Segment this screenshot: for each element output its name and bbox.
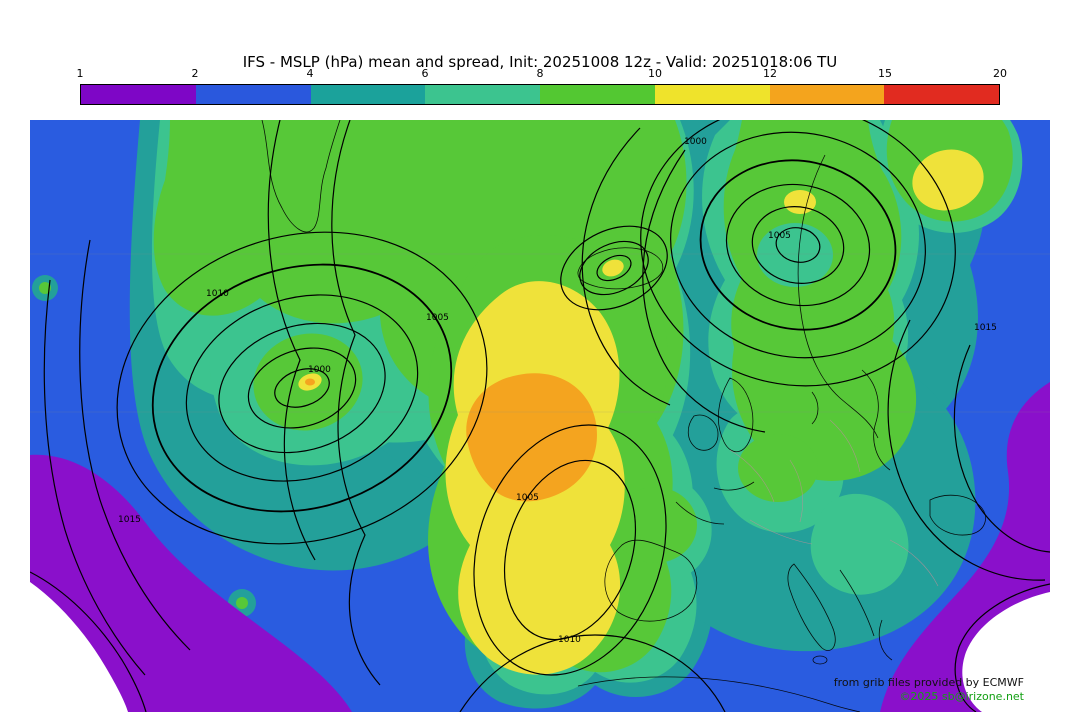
- border-line: [729, 449, 775, 503]
- contour-label: 1005: [768, 231, 791, 241]
- isobar: [642, 149, 766, 433]
- isobar: [151, 263, 453, 513]
- coastline: [675, 501, 725, 525]
- coastline: [839, 569, 875, 637]
- spread-layer-orange: [305, 373, 597, 502]
- coastline: [604, 539, 698, 622]
- spread-region: [30, 582, 128, 712]
- colorbar-segment-1-2: [81, 85, 196, 104]
- coastline: [878, 619, 893, 661]
- isobar: [79, 239, 191, 651]
- border-line: [889, 539, 939, 587]
- contour-label: 1010: [206, 289, 229, 299]
- spread-region: [738, 434, 818, 502]
- spread-spot: [236, 597, 248, 609]
- spread-region: [305, 378, 315, 386]
- graticule: [30, 253, 1050, 413]
- isobar: [459, 634, 726, 712]
- spread-region: [602, 259, 624, 277]
- isobar: [30, 571, 147, 712]
- spread-region: [613, 487, 697, 563]
- map: 1010 1000 1005 1005 1010 1015 1000 1005 1015 fro…: [30, 120, 1050, 712]
- spread-region: [757, 223, 833, 287]
- coastline: [861, 369, 891, 471]
- coastline: [261, 120, 341, 233]
- contour-label: 1015: [118, 515, 141, 525]
- contour-label: 1015: [974, 323, 997, 333]
- coastline: [577, 676, 861, 712]
- credits: from grib files provided by ECMWF ©2025 …: [834, 676, 1024, 704]
- border-line: [829, 419, 861, 473]
- spread-region: [30, 454, 352, 712]
- colorbar-tick: 12: [763, 67, 777, 80]
- isobar: [640, 120, 956, 387]
- coastline: [811, 391, 819, 425]
- colorbar-segment-12-15: [769, 85, 885, 104]
- isobar: [43, 279, 146, 676]
- isobar: [954, 583, 1050, 712]
- isobar: [247, 347, 357, 429]
- isobar: [116, 231, 488, 545]
- isobar: [953, 344, 1050, 553]
- colorbar-ticks: 1 2 4 6 8 10 12 15 20: [76, 67, 1008, 81]
- colorbar-tick: 1: [76, 67, 84, 80]
- isobar: [218, 322, 386, 454]
- border-line: [749, 519, 813, 545]
- coastline: [929, 494, 986, 536]
- coastline: [577, 247, 664, 290]
- spread-region: [466, 373, 597, 502]
- colorbar-tick: 4: [306, 67, 314, 80]
- coastline: [812, 655, 828, 665]
- isobar: [560, 225, 668, 311]
- isobar: [185, 294, 419, 482]
- colorbar-tick: 8: [536, 67, 544, 80]
- spread-region: [912, 149, 984, 211]
- country-borders: [729, 419, 939, 587]
- spread-region: [784, 190, 816, 214]
- isobar: [670, 131, 926, 359]
- colorbar-segment-8-10: [540, 85, 655, 104]
- colorbar-segment-2-4: [195, 85, 311, 104]
- coastline: [687, 414, 719, 451]
- spread-region: [810, 493, 909, 595]
- contour-label: 1000: [308, 365, 331, 375]
- contour-label: 1000: [684, 137, 707, 147]
- spread-region: [962, 592, 1050, 712]
- spread-spot: [39, 282, 51, 294]
- contour-label: 1010: [558, 635, 581, 645]
- coastline: [718, 377, 754, 453]
- spread-layer-white: [30, 582, 1050, 712]
- colorbar-tick: 20: [993, 67, 1007, 80]
- colorbar-segment-15-20: [884, 85, 999, 104]
- isobar: [579, 240, 649, 296]
- colorbar-segment-10-12: [654, 85, 770, 104]
- isobar: [503, 459, 637, 641]
- map-canvas: 1010 1000 1005 1005 1010 1015 1000 1005 1015: [30, 120, 1050, 712]
- contour-labels: 1010 1000 1005 1005 1010 1015 1000 1005 1015: [118, 137, 997, 645]
- isobar: [725, 183, 871, 307]
- colorbar-segment-4-6: [310, 85, 426, 104]
- isobar: [581, 127, 671, 406]
- isobar: [887, 319, 1046, 581]
- coastline: [787, 563, 836, 651]
- isobar: [596, 254, 632, 282]
- colorbar-tick: 6: [421, 67, 429, 80]
- coastlines: [261, 120, 986, 712]
- contour-label: 1005: [426, 313, 449, 323]
- credits-source: from grib files provided by ECMWF: [833, 676, 1024, 689]
- isobar: [331, 120, 381, 686]
- credits-copyright: ©2025 sb@irizone.net: [899, 690, 1024, 703]
- colorbar-tick: 2: [191, 67, 199, 80]
- colorbar-tick: 15: [878, 67, 892, 80]
- colorbar-segment-6-8: [425, 85, 540, 104]
- chart-title: IFS - MSLP (hPa) mean and spread, Init: …: [242, 53, 838, 71]
- coastline: [713, 481, 755, 491]
- isobar: [699, 159, 897, 331]
- isobar: [473, 424, 667, 676]
- coastline: [797, 154, 879, 439]
- contour-label: 1005: [516, 493, 539, 503]
- colorbar-tick: 10: [648, 67, 662, 80]
- colorbar: [80, 84, 1000, 105]
- isobar: [267, 120, 316, 561]
